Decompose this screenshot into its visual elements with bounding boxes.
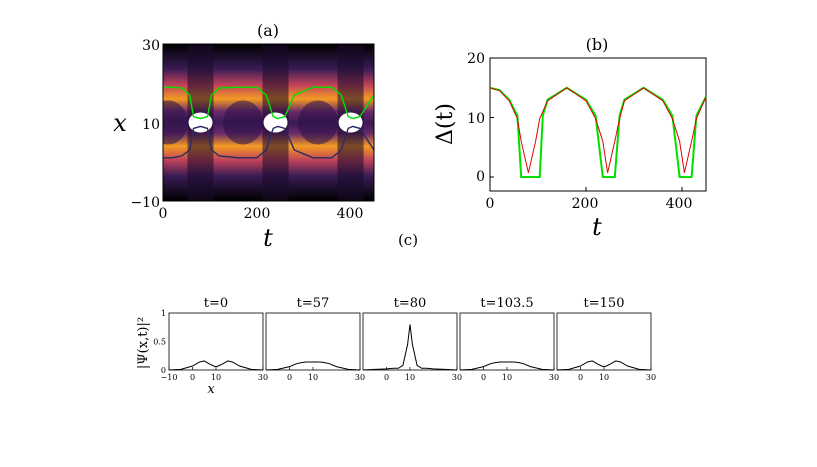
density-curve xyxy=(168,360,264,371)
panel-b-xlabel: t xyxy=(592,213,602,241)
series-line-lower xyxy=(163,125,374,159)
panel-b-frame xyxy=(489,57,707,192)
panel-c-label: (c) xyxy=(398,231,418,249)
panel-b-label: (b) xyxy=(586,35,609,54)
panel-b: (b) Δ(t) 20 10 0 0 200 400 t xyxy=(433,35,707,241)
panel-a-ylabel: x xyxy=(113,109,127,137)
heatmap-core xyxy=(298,100,339,145)
heatmap-core xyxy=(223,100,264,145)
x-tick-label: 10 xyxy=(308,373,318,382)
series-line-upper xyxy=(163,86,374,120)
heatmap xyxy=(163,44,374,201)
panel-a: (a) x 30 10 −10 0 200 400 t xyxy=(113,21,375,252)
x-tick-label: 10 xyxy=(405,373,415,382)
panel-b-ytick: 20 xyxy=(467,51,485,67)
subplot-title: t=57 xyxy=(297,296,330,311)
x-tick-label: 30 xyxy=(646,373,656,382)
panel-b-xtick: 0 xyxy=(486,196,495,212)
series-line-green xyxy=(489,86,707,178)
density-curve xyxy=(265,361,361,371)
panel-c-ylabel: |Ψ(x,t)|² xyxy=(136,317,151,369)
y-tick-label: 0.5 xyxy=(153,338,166,347)
heatmap-core xyxy=(163,100,188,145)
panel-a-xtick: 0 xyxy=(159,206,168,222)
x-tick-label: 0 xyxy=(190,373,195,382)
subplot: t=103.5 0 10 30 xyxy=(459,296,559,382)
panel-b-xtick: 200 xyxy=(572,196,599,212)
heatmap-peak xyxy=(263,112,288,133)
x-tick-label: 0 xyxy=(287,373,292,382)
subplot-frame xyxy=(168,312,264,371)
y-tick-label: 0 xyxy=(161,366,166,375)
density-curve xyxy=(459,361,555,371)
panel-b-xtick: 400 xyxy=(666,196,693,212)
y-tick-label: 1 xyxy=(161,309,166,318)
subplot-frame xyxy=(459,312,555,371)
x-tick-label: 0 xyxy=(481,373,486,382)
panel-a-ytick: −10 xyxy=(130,195,160,211)
heatmap-peak xyxy=(188,112,213,133)
panel-a-frame xyxy=(162,43,375,202)
panel-a-ytick: 30 xyxy=(142,38,160,54)
x-tick-label: 30 xyxy=(549,373,559,382)
density-curve xyxy=(556,360,652,371)
subplot: t=57 0 10 30 xyxy=(265,296,365,382)
heatmap-peak xyxy=(338,112,363,133)
subplot-frame xyxy=(556,312,652,371)
x-tick-label: 10 xyxy=(211,373,221,382)
density-curve xyxy=(362,324,458,371)
panel-a-xtick: 200 xyxy=(244,206,271,222)
panel-a-label: (a) xyxy=(257,21,279,40)
subplot-title: t=103.5 xyxy=(480,296,533,311)
panel-a-xlabel: t xyxy=(263,224,273,252)
x-tick-label: 10 xyxy=(599,373,609,382)
subplot-title: t=80 xyxy=(394,296,427,311)
panel-b-ylabel: Δ(t) xyxy=(433,103,458,145)
x-tick-label: 10 xyxy=(502,373,512,382)
x-tick-label: −10 xyxy=(161,373,178,382)
subplot: t=80 0 10 30 xyxy=(362,296,462,382)
subplot-frame xyxy=(362,312,458,371)
panel-a-xtick: 400 xyxy=(337,206,364,222)
panel-a-ytick: 10 xyxy=(142,117,160,133)
subplot-title: t=150 xyxy=(584,296,625,311)
x-tick-label: 30 xyxy=(355,373,365,382)
x-tick-label: 30 xyxy=(452,373,462,382)
subplot-frame xyxy=(265,312,361,371)
subplot: t=150 0 10 30 xyxy=(556,296,656,382)
x-tick-label: 0 xyxy=(384,373,389,382)
series-line-red xyxy=(489,87,707,173)
subplot-title: t=0 xyxy=(204,296,228,311)
panel-c-xlabel: x xyxy=(207,382,215,397)
panel-b-ytick: 0 xyxy=(476,169,485,185)
x-tick-label: 0 xyxy=(578,373,583,382)
x-tick-label: 30 xyxy=(258,373,268,382)
panel-b-ytick: 10 xyxy=(467,111,485,127)
